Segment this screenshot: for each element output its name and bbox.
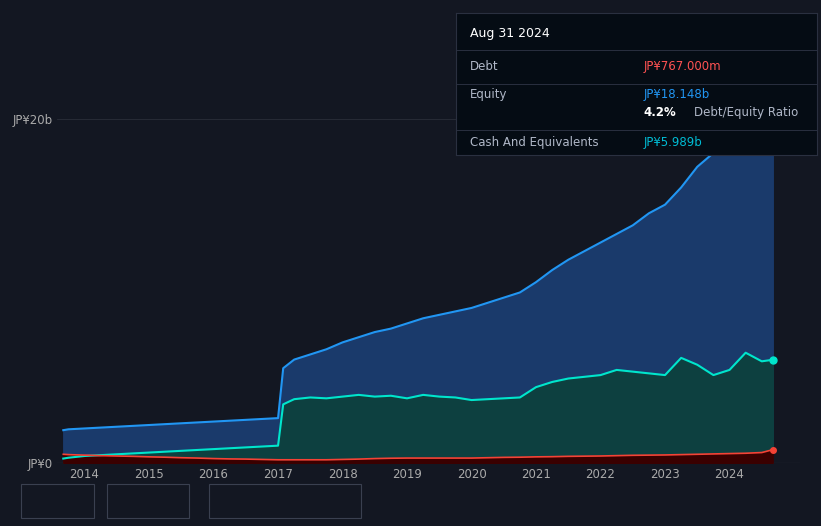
- Text: Debt: Debt: [470, 60, 498, 73]
- Text: Cash And Equivalents: Cash And Equivalents: [233, 494, 362, 507]
- Text: ●: ●: [222, 495, 230, 506]
- Text: Equity: Equity: [129, 494, 167, 507]
- Text: JP¥767.000m: JP¥767.000m: [644, 60, 721, 73]
- Text: 4.2%: 4.2%: [644, 106, 677, 119]
- Text: Aug 31 2024: Aug 31 2024: [470, 27, 550, 41]
- Text: Cash And Equivalents: Cash And Equivalents: [470, 136, 599, 149]
- Text: Debt/Equity Ratio: Debt/Equity Ratio: [694, 106, 798, 119]
- Text: ●: ●: [27, 495, 35, 506]
- Text: JP¥18.148b: JP¥18.148b: [644, 88, 709, 102]
- Text: Debt: Debt: [39, 494, 67, 507]
- Text: ●: ●: [117, 495, 126, 506]
- Text: JP¥5.989b: JP¥5.989b: [644, 136, 702, 149]
- Text: Equity: Equity: [470, 88, 507, 102]
